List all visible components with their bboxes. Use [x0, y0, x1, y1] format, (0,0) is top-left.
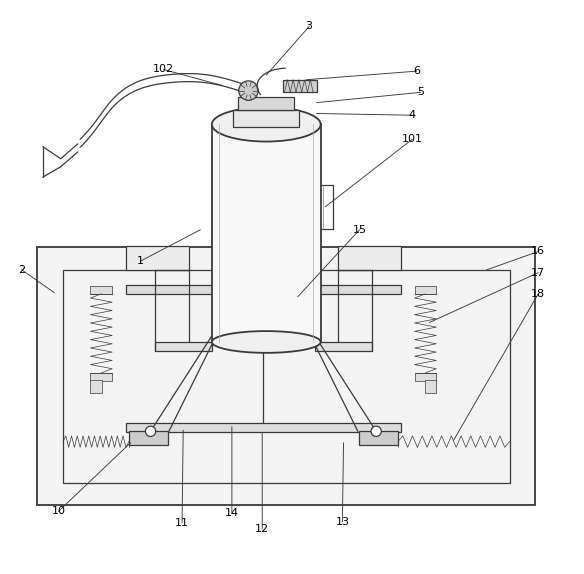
- Circle shape: [145, 426, 156, 436]
- Text: 13: 13: [335, 517, 349, 527]
- Ellipse shape: [212, 331, 321, 353]
- Text: 2: 2: [18, 265, 25, 275]
- Text: 11: 11: [175, 518, 189, 528]
- Bar: [338, 246, 401, 270]
- Circle shape: [225, 301, 236, 312]
- Text: 15: 15: [353, 225, 367, 235]
- Bar: [283, 80, 317, 92]
- Ellipse shape: [212, 107, 321, 142]
- Text: 18: 18: [531, 289, 545, 299]
- Bar: [425, 381, 436, 393]
- Bar: [37, 247, 536, 505]
- Bar: [91, 373, 112, 381]
- Text: 101: 101: [402, 134, 423, 144]
- Text: 1: 1: [137, 256, 144, 266]
- Text: 10: 10: [51, 506, 65, 517]
- Text: 14: 14: [225, 508, 239, 518]
- Text: 4: 4: [409, 110, 416, 120]
- Bar: [129, 431, 168, 445]
- Text: 5: 5: [418, 87, 425, 98]
- Bar: [359, 431, 398, 445]
- Text: 102: 102: [152, 64, 173, 75]
- Bar: [212, 125, 321, 342]
- Bar: [220, 293, 307, 307]
- Bar: [155, 342, 212, 351]
- Circle shape: [291, 301, 301, 312]
- Bar: [126, 285, 401, 294]
- Bar: [415, 286, 436, 294]
- Text: 16: 16: [531, 246, 545, 257]
- Bar: [126, 246, 189, 270]
- Bar: [415, 373, 436, 381]
- Bar: [91, 286, 112, 294]
- Text: 3: 3: [305, 21, 312, 32]
- Bar: [315, 342, 372, 351]
- Text: 6: 6: [413, 66, 420, 76]
- Bar: [233, 110, 299, 127]
- Text: 12: 12: [255, 523, 269, 534]
- Bar: [63, 270, 510, 483]
- Bar: [91, 381, 102, 393]
- Bar: [126, 423, 401, 432]
- Circle shape: [371, 426, 381, 436]
- Circle shape: [239, 81, 258, 100]
- Bar: [238, 98, 294, 110]
- Text: 17: 17: [531, 267, 545, 278]
